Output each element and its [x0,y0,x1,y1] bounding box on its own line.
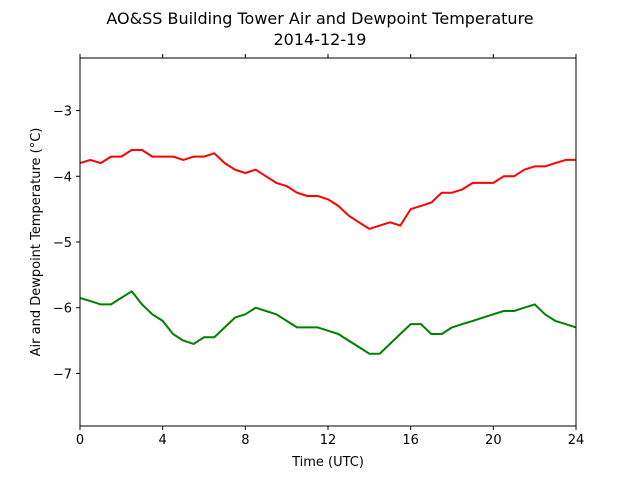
x-tick-label: 0 [76,433,84,448]
x-tick-label: 8 [241,433,249,448]
series-line-2 [79,290,577,355]
y-axis-label: Air and Dewpoint Temperature (°C) [29,128,44,357]
plot-frame [79,57,577,427]
series-layer [79,149,577,355]
y-tick-label: −6 [53,302,72,317]
x-tick-label: 4 [159,433,167,448]
y-tick-label: −4 [53,170,72,185]
x-tick-label: 20 [485,433,502,448]
y-tick-label: −7 [53,367,72,382]
chart-subtitle: 2014-12-19 [274,30,367,49]
y-tick-label: −5 [53,236,72,251]
chart-title: AO&SS Building Tower Air and Dewpoint Te… [106,9,533,28]
x-tick-label: 12 [320,433,337,448]
tick-layer: 0 4 8 12 16 20 24 −7 −6 −5 −4 −3 [53,54,584,448]
series-line-1 [79,149,576,230]
x-axis-label: Time (UTC) [291,455,364,470]
y-tick-label: −3 [53,105,72,120]
x-tick-label: 16 [402,433,419,448]
x-tick-label: 24 [568,433,585,448]
